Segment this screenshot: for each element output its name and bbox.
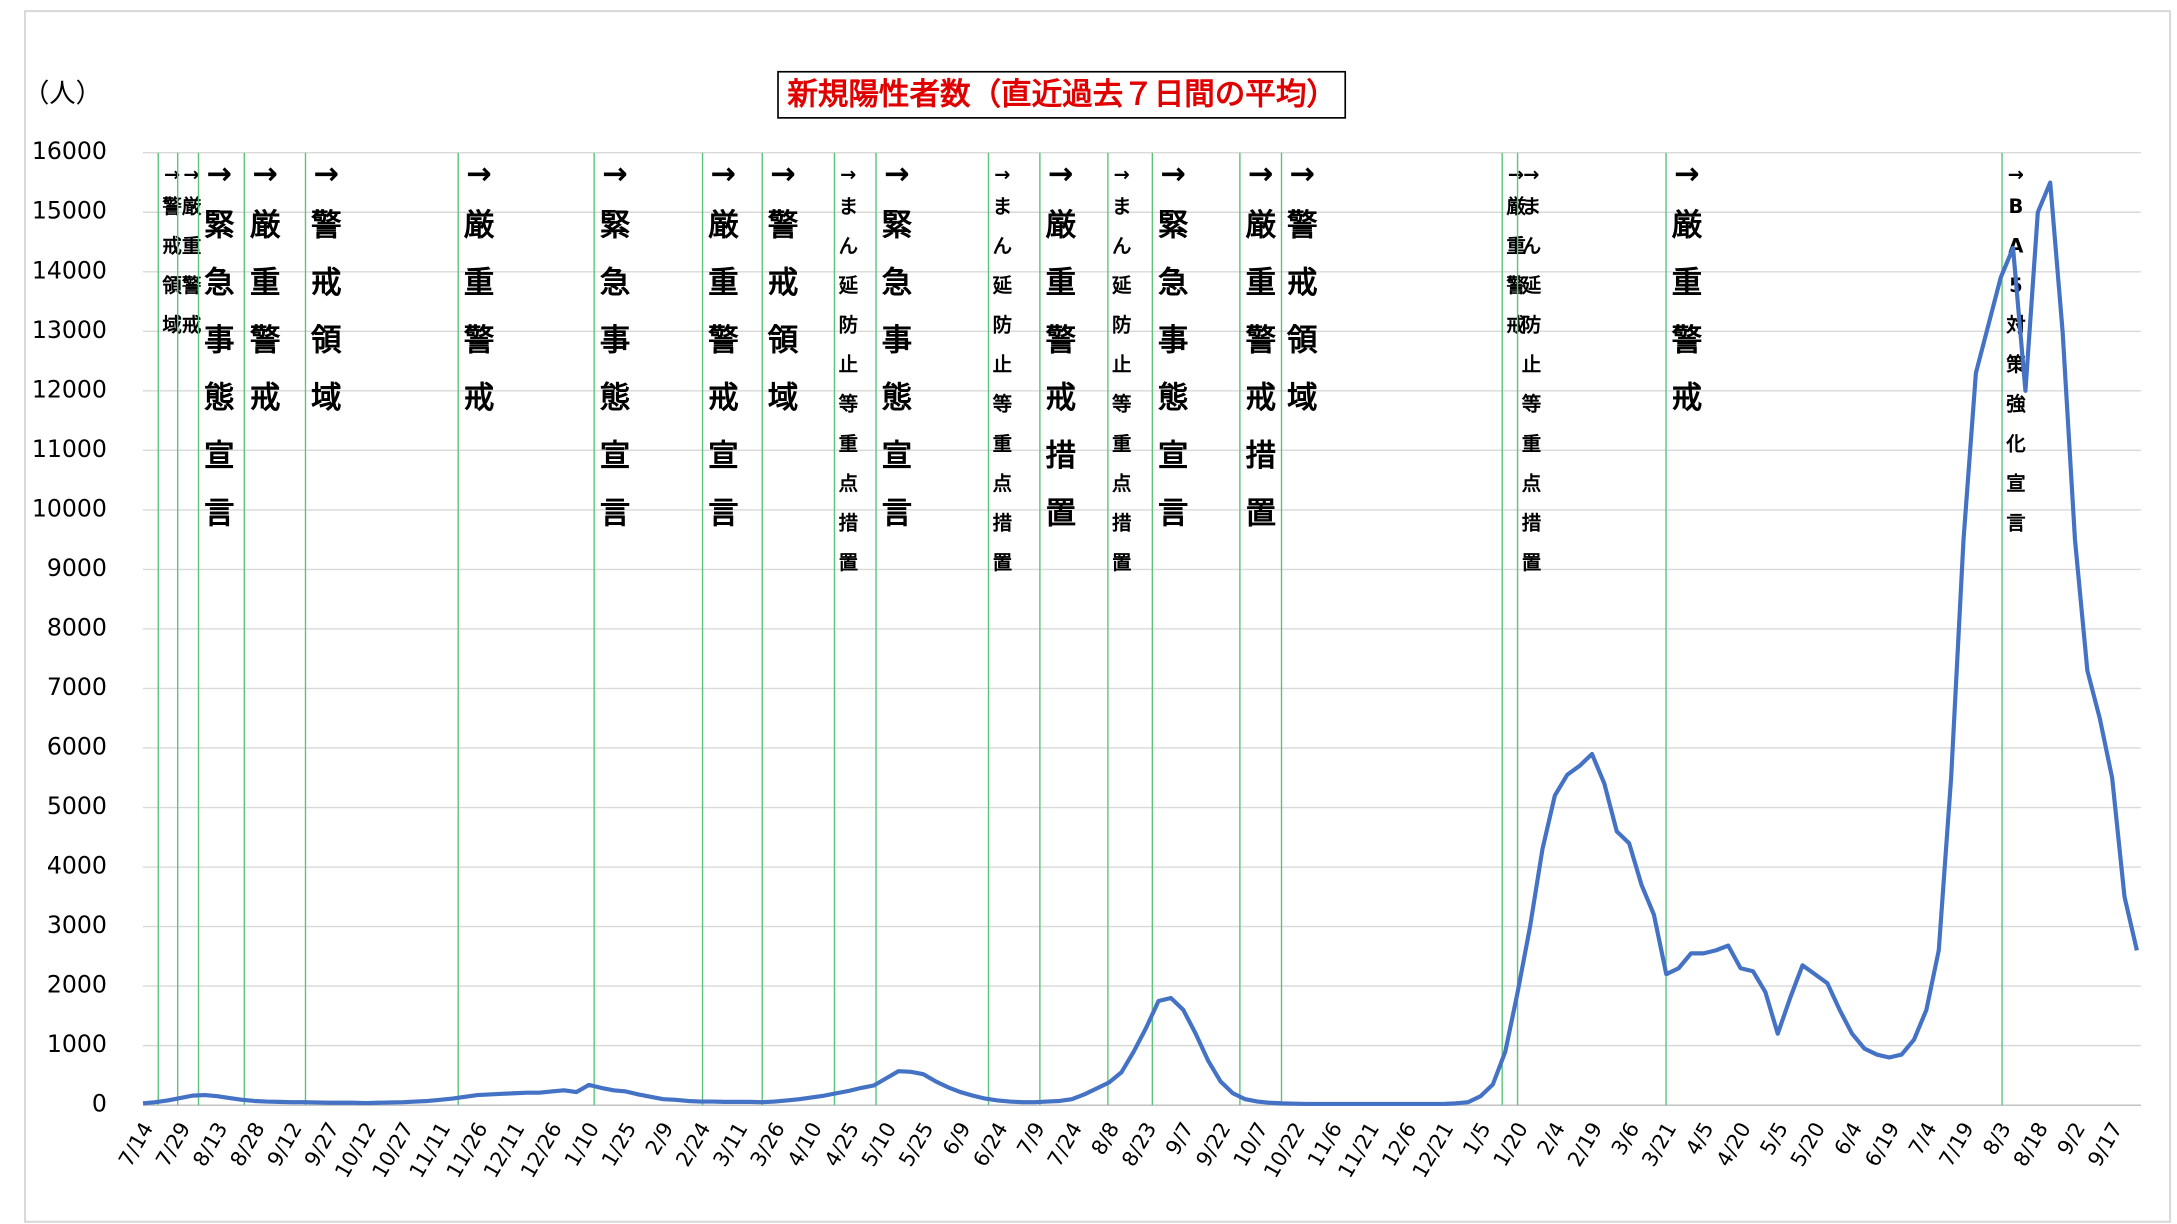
x-tick-label: 8/28 <box>225 1118 269 1170</box>
event-annotation: →厳重警戒 <box>250 156 281 415</box>
x-tick-label: 5/10 <box>857 1118 901 1170</box>
x-tick-label: 7/24 <box>1043 1118 1087 1170</box>
x-tick-label: 3/21 <box>1637 1118 1681 1170</box>
x-tick-label: 7/4 <box>1904 1118 1942 1159</box>
x-tick-label: 7/19 <box>1934 1118 1978 1170</box>
y-tick-label: 11000 <box>32 435 107 463</box>
x-tick-label: 4/5 <box>1681 1118 1719 1159</box>
event-annotation: →警戒領域 <box>161 162 182 336</box>
x-tick-label: 6/4 <box>1830 1118 1868 1159</box>
event-annotation: →警戒領域 <box>310 156 342 415</box>
x-tick-label: 8/8 <box>1087 1118 1125 1159</box>
y-tick-label: 4000 <box>47 852 107 880</box>
y-tick-label: 7000 <box>47 673 107 701</box>
event-annotation: →厳重警戒 <box>182 162 202 336</box>
y-tick-label: 15000 <box>32 197 107 225</box>
event-annotation: →厳重警戒 <box>1672 156 1703 415</box>
x-tick-label: 1/25 <box>597 1118 641 1170</box>
event-annotation: →まん延防止等重点措置 <box>1521 162 1542 573</box>
x-tick-label: 1/20 <box>1489 1118 1533 1170</box>
x-tick-label: 1/10 <box>560 1118 604 1170</box>
y-tick-label: 10000 <box>32 494 107 522</box>
x-tick-label: 4/20 <box>1712 1118 1756 1170</box>
x-tick-label: 6/19 <box>1860 1118 1904 1170</box>
x-tick-label: 4/25 <box>820 1118 864 1170</box>
y-tick-label: 8000 <box>47 613 107 641</box>
y-tick-label: 12000 <box>32 375 107 403</box>
x-tick-label: 7/9 <box>1012 1118 1050 1159</box>
y-tick-label: 16000 <box>32 137 107 165</box>
x-tick-label: 8/23 <box>1117 1118 1161 1170</box>
event-annotation: →緊急事態宣言 <box>882 156 913 530</box>
y-tick-label: 3000 <box>47 911 107 939</box>
chart-title: 新規陽性者数（直近過去７日間の平均） <box>786 77 1337 112</box>
x-tick-label: 9/22 <box>1191 1118 1235 1170</box>
x-tick-label: 1/5 <box>1458 1118 1496 1159</box>
x-tick-label: 6/9 <box>938 1118 976 1159</box>
event-annotation: →まん延防止等重点措置 <box>838 162 859 573</box>
y-tick-label: 9000 <box>47 554 107 582</box>
event-annotation: →緊急事態宣言 <box>204 156 235 530</box>
event-annotation: →まん延防止等重点措置 <box>1111 162 1132 573</box>
x-tick-label: 7/14 <box>114 1118 158 1170</box>
x-tick-label: 6/24 <box>968 1118 1012 1170</box>
event-annotation: →厳重警戒 <box>1506 162 1526 336</box>
y-tick-label: 5000 <box>47 792 107 820</box>
x-tick-label: 8/13 <box>188 1118 232 1170</box>
x-tick-label: 3/11 <box>708 1118 752 1170</box>
event-annotation: →緊急事態宣言 <box>600 156 631 530</box>
x-tick-label: 2/19 <box>1563 1118 1607 1170</box>
x-tick-label: 5/5 <box>1755 1118 1793 1159</box>
x-tick-label: 3/26 <box>746 1118 790 1170</box>
chart-border <box>23 10 2172 1223</box>
event-annotation: →警戒領域 <box>767 156 799 415</box>
x-tick-label: 3/6 <box>1607 1118 1645 1159</box>
x-tick-label: 8/3 <box>1978 1118 2016 1159</box>
event-annotation: →まん延防止等重点措置 <box>992 162 1013 573</box>
y-tick-label: 1000 <box>47 1030 107 1058</box>
x-tick-label: 2/4 <box>1532 1118 1570 1159</box>
y-tick-label: 6000 <box>47 732 107 760</box>
x-tick-label: 2/9 <box>641 1118 679 1159</box>
x-tick-label: 7/29 <box>151 1118 195 1170</box>
y-tick-label: 2000 <box>47 971 107 999</box>
y-unit: （人） <box>23 79 102 109</box>
event-annotation: →厳重警戒宣言 <box>708 156 739 530</box>
event-annotation: →厳重警戒措置 <box>1245 156 1276 530</box>
title-box <box>777 70 1347 119</box>
x-tick-label: 2/24 <box>671 1118 715 1170</box>
event-annotation: → B A 5 対策強化宣言 <box>2005 162 2026 533</box>
x-tick-label: 9/7 <box>1161 1118 1199 1159</box>
x-tick-label: 4/10 <box>783 1118 827 1170</box>
x-tick-label: 8/18 <box>2009 1118 2053 1170</box>
x-tick-label: 9/12 <box>263 1118 307 1170</box>
x-tick-label: 9/2 <box>2053 1118 2091 1159</box>
x-tick-label: 9/17 <box>2083 1118 2127 1170</box>
x-tick-label: 5/25 <box>894 1118 938 1170</box>
event-annotation: →警戒領域 <box>1286 156 1318 415</box>
data-line <box>142 180 2139 1107</box>
y-tick-label: 14000 <box>32 256 107 284</box>
y-tick-label: 0 <box>92 1090 107 1118</box>
event-annotation: →緊急事態宣言 <box>1158 156 1189 530</box>
event-annotation: →厳重警戒 <box>464 156 495 415</box>
x-tick-label: 5/20 <box>1786 1118 1830 1170</box>
y-tick-label: 13000 <box>32 316 107 344</box>
event-annotation: →厳重警戒措置 <box>1045 156 1076 530</box>
